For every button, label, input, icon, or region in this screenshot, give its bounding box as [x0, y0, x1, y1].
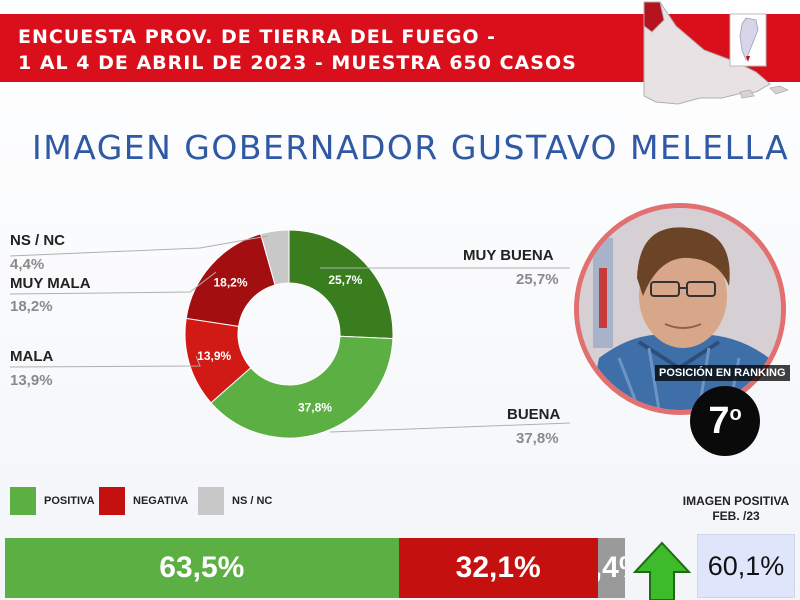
category-name-muy-mala: MUY MALA	[10, 275, 91, 292]
imagen-positiva-value: 60,1%	[697, 534, 795, 598]
donut-slice-buena	[210, 335, 394, 439]
imagen-positiva-title: IMAGEN POSITIVA FEB. /23	[672, 494, 800, 524]
category-value-buena: 37,8%	[516, 430, 559, 447]
tierra-del-fuego-map-icon	[643, 1, 790, 105]
legend-label-positiva: POSITIVA	[44, 495, 95, 507]
up-arrow-icon	[632, 541, 692, 600]
bar-segment-negativa: 32,1%	[398, 538, 598, 598]
donut-value-label: 25,7%	[328, 273, 362, 287]
bar-segment-ns-nc: 4,4%	[597, 538, 625, 598]
legend-swatch-negativa	[99, 487, 125, 515]
legend-label-ns-nc: NS / NC	[232, 495, 273, 507]
bar-value-label: 32,1%	[455, 551, 541, 584]
legend-item-negativa: NEGATIVA	[99, 487, 188, 515]
header-line-1: ENCUESTA PROV. DE TIERRA DEL FUEGO -	[18, 26, 497, 48]
governor-photo	[574, 203, 786, 415]
header-line-2: 1 AL 4 DE ABRIL DE 2023 - MUESTRA 650 CA…	[18, 52, 577, 74]
category-name-ns-nc: NS / NC	[10, 232, 66, 249]
ranking-number: 7	[708, 399, 730, 442]
main-title: IMAGEN GOBERNADOR GUSTAVO MELELLA	[32, 128, 790, 167]
donut-value-label: 13,9%	[197, 349, 231, 363]
donut-slice-muy-buena	[288, 229, 394, 340]
category-value-ns-nc: 4,4%	[10, 256, 45, 273]
donut-chart: 25,7% 37,8% 13,9% 18,2%	[9, 229, 394, 439]
category-name-muy-buena: MUY BUENA	[463, 247, 554, 264]
legend-item-positiva: POSITIVA	[10, 487, 95, 515]
legend-swatch-positiva	[10, 487, 36, 515]
category-value-mala: 13,9%	[10, 372, 53, 389]
ranking-label: POSICIÓN EN RANKING	[655, 365, 790, 381]
imagen-positiva-label: IMAGEN POSITIVA	[682, 494, 790, 508]
bar-value-label: 63,5%	[159, 551, 245, 584]
legend-swatch-ns-nc	[198, 487, 224, 515]
legend-label-negativa: NEGATIVA	[133, 495, 189, 507]
donut-slice-ns-nc	[259, 229, 290, 286]
category-value-muy-mala: 18,2%	[10, 298, 53, 315]
donut-value-label: 37,8%	[298, 401, 332, 415]
category-name-buena: BUENA	[507, 406, 561, 423]
stacked-bar-chart: 63,5% 32,1% 4,4%	[5, 538, 625, 598]
ranking-suffix: o	[729, 402, 742, 425]
bar-segment-positiva: 63,5%	[5, 538, 399, 598]
bar-value-label: 4,4%	[598, 551, 625, 584]
imagen-positiva-date: FEB. /23	[712, 509, 760, 523]
legend-item-ns-nc: NS / NC	[198, 487, 272, 515]
category-value-muy-buena: 25,7%	[516, 271, 559, 288]
category-name-mala: MALA	[10, 348, 54, 365]
donut-value-label: 18,2%	[213, 275, 247, 289]
